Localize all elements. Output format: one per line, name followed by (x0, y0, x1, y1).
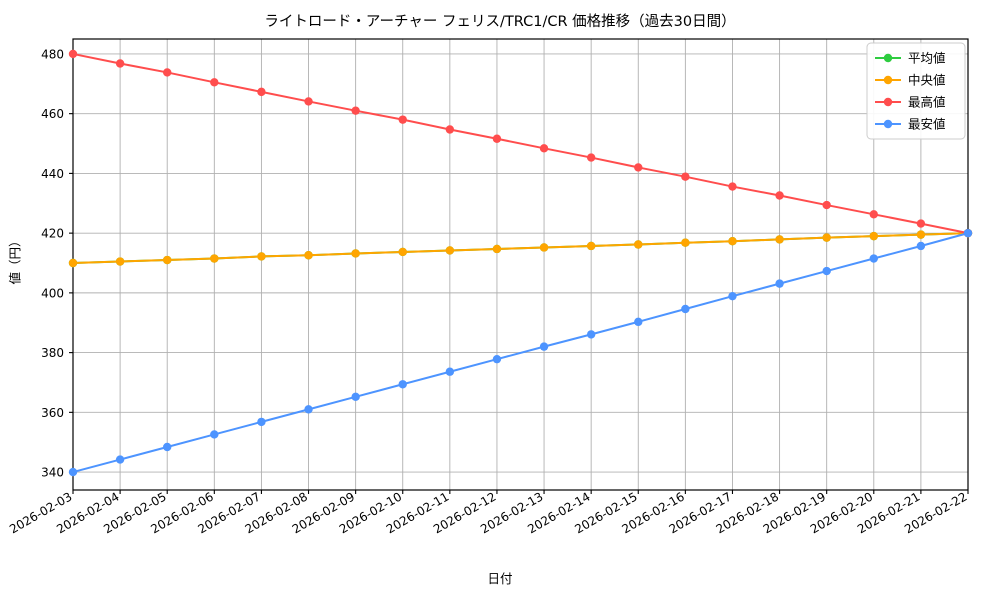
data-point-marker (539, 342, 549, 351)
data-point-marker (586, 330, 596, 339)
data-point-marker (728, 291, 737, 301)
data-point-marker (775, 279, 784, 288)
data-point-marker (822, 266, 831, 276)
legend-label: 中央値 (908, 73, 946, 88)
data-point-marker (728, 237, 737, 246)
data-point-marker (115, 455, 125, 464)
data-point-marker (681, 304, 690, 314)
data-point-marker (398, 247, 407, 257)
data-point-marker (492, 354, 502, 364)
data-point-marker (822, 233, 831, 242)
data-point-marker (869, 231, 878, 241)
legend-label: 平均値 (908, 51, 946, 66)
data-point-marker (634, 240, 643, 249)
legend-label: 最安値 (908, 117, 946, 132)
y-tick-label: 360 (41, 406, 64, 420)
data-point-marker (210, 78, 219, 87)
data-point-marker (398, 115, 407, 124)
legend-marker (883, 53, 893, 63)
data-point-marker (539, 144, 549, 153)
data-point-marker (963, 228, 973, 238)
data-point-marker (68, 258, 78, 268)
y-tick-label: 340 (41, 466, 64, 480)
y-tick-label: 480 (41, 47, 64, 61)
data-point-marker (163, 255, 172, 265)
series-1 (68, 228, 973, 268)
data-point-marker (634, 163, 643, 172)
data-point-marker (304, 251, 313, 260)
data-point-marker (304, 405, 313, 414)
data-point-marker (445, 125, 455, 134)
data-point-marker (728, 182, 737, 191)
data-point-marker (257, 417, 266, 427)
chart-title: ライトロード・アーチャー フェリス/TRC1/CR 価格推移（過去30日間） (264, 14, 736, 30)
data-point-marker (445, 246, 455, 255)
data-point-marker (916, 241, 926, 251)
data-point-marker (586, 153, 596, 162)
data-point-marker (351, 392, 360, 402)
data-point-marker (775, 235, 784, 244)
data-point-marker (163, 68, 172, 77)
data-point-marker (257, 87, 266, 97)
data-point-marker (304, 97, 313, 106)
data-point-marker (68, 49, 78, 59)
data-point-marker (775, 191, 784, 200)
data-point-marker (210, 430, 219, 439)
legend-marker (883, 119, 893, 129)
data-point-marker (492, 134, 502, 143)
data-point-marker (539, 243, 549, 252)
y-tick-label: 380 (41, 346, 64, 360)
legend-marker (883, 97, 893, 107)
x-axis-label: 日付 (487, 571, 513, 586)
data-point-marker (916, 219, 926, 228)
series-2 (68, 49, 973, 238)
data-point-marker (115, 257, 125, 266)
data-point-marker (681, 172, 690, 181)
data-point-marker (869, 254, 878, 263)
legend-box (866, 42, 966, 140)
data-point-marker (398, 380, 407, 389)
data-point-marker (163, 442, 172, 452)
y-axis-label: 値（円） (7, 234, 23, 285)
legend-marker (883, 75, 893, 85)
series-line (72, 52, 969, 235)
data-point-marker (916, 230, 926, 239)
plot-frame (72, 38, 969, 491)
data-point-marker (822, 200, 831, 210)
data-point-marker (351, 106, 360, 115)
data-point-marker (634, 317, 643, 327)
data-point-marker (492, 244, 502, 254)
series-line (72, 232, 969, 474)
y-tick-label: 440 (41, 167, 64, 181)
y-tick-label: 460 (41, 107, 64, 121)
data-point-marker (445, 367, 455, 376)
data-point-marker (210, 254, 219, 263)
data-point-marker (586, 241, 596, 251)
data-point-marker (681, 238, 690, 247)
series-3 (68, 228, 973, 477)
y-tick-label: 420 (41, 227, 64, 241)
data-point-marker (68, 467, 78, 477)
data-point-marker (351, 249, 360, 258)
data-point-marker (257, 252, 266, 261)
y-tick-label: 400 (41, 286, 64, 300)
legend-label: 最高値 (908, 95, 946, 110)
data-point-marker (115, 59, 125, 68)
data-point-marker (869, 210, 878, 219)
series-line (72, 232, 969, 265)
